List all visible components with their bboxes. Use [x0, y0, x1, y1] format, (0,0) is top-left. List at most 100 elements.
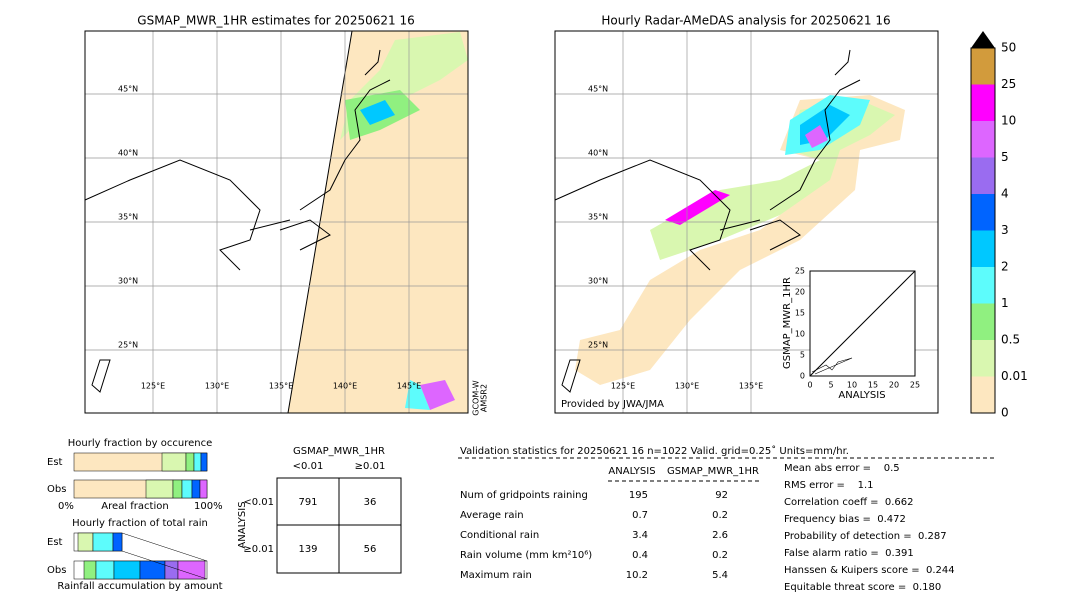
segment — [200, 452, 208, 472]
colorbar-label: 4 — [1001, 187, 1009, 201]
sensor-label: AMSR2 — [480, 384, 489, 412]
map-border — [554, 30, 939, 414]
colorbar-label: 0.01 — [1001, 369, 1028, 383]
stat-value: 2.6 — [712, 530, 728, 541]
colorbar-segment — [971, 340, 995, 377]
connector — [121, 532, 208, 580]
colorbar-segment — [971, 376, 995, 413]
segment — [172, 479, 183, 499]
colorbar-segment — [971, 230, 995, 267]
segment — [191, 479, 201, 499]
panel-title: Hourly fraction by occurence — [68, 438, 212, 449]
stat-value: 0.2 — [712, 510, 728, 521]
stat-name: Maximum rain — [460, 570, 532, 581]
row-label: Est — [47, 537, 63, 548]
colorbar-label: 50 — [1001, 41, 1016, 55]
colorbar-label: 25 — [1001, 77, 1016, 91]
stat-value: 0.2 — [712, 550, 728, 561]
stats-header: Validation statistics for 20250621 16 n=… — [460, 445, 849, 457]
col-header: <0.01 — [293, 461, 324, 472]
map-border — [84, 30, 469, 414]
colorbar-segment — [971, 84, 995, 121]
score: Equitable threat score = 0.180 — [784, 582, 941, 593]
segment — [83, 560, 97, 580]
colorbar-label: 0 — [1001, 406, 1009, 420]
stat-value: 195 — [629, 490, 648, 501]
colorbar-segment — [971, 303, 995, 340]
diagonal — [809, 270, 916, 377]
axis-label: 100% — [194, 501, 223, 512]
cell: 139 — [298, 544, 317, 555]
tick-label: 5 — [828, 381, 833, 390]
rain-area — [420, 380, 455, 410]
score: Correlation coeff = 0.662 — [784, 497, 914, 508]
axis-label: Areal fraction — [101, 501, 168, 512]
row-label: Obs — [47, 565, 66, 576]
tick-label: 15 — [795, 309, 805, 318]
colorbar-segment — [971, 48, 995, 85]
row-label: Obs — [47, 484, 66, 495]
tick-label: 25 — [910, 381, 920, 390]
colorbar-label: 3 — [1001, 223, 1009, 237]
stat-value: 5.4 — [712, 570, 728, 581]
lat-label: 25°N — [588, 341, 608, 350]
stat-name: Num of gridpoints raining — [460, 490, 588, 501]
colorbar-segment — [971, 121, 995, 158]
axis-label: ANALYSIS — [838, 390, 885, 401]
segment — [92, 532, 114, 552]
lon-label: 140°E — [333, 382, 357, 391]
segment — [177, 560, 206, 580]
tick-label: 25 — [795, 267, 805, 276]
lat-label: 30°N — [588, 277, 608, 286]
credit: Provided by JWA/JMA — [561, 399, 664, 410]
col-header: GSMAP_MWR_1HR — [667, 466, 759, 477]
score: False alarm ratio = 0.391 — [784, 548, 914, 559]
tick-label: 20 — [795, 288, 805, 297]
col-header: ≥0.01 — [355, 461, 386, 472]
stat-name: Conditional rain — [460, 530, 539, 541]
lon-label: 145°E — [397, 382, 421, 391]
col-header: ANALYSIS — [608, 466, 655, 477]
tick-label: 20 — [889, 381, 899, 390]
rain-area — [805, 125, 828, 148]
colorbar-extend — [971, 31, 995, 48]
tick-label: 15 — [868, 381, 878, 390]
coastline — [554, 49, 861, 393]
colorbar-label: 10 — [1001, 114, 1016, 128]
stat-value: 0.4 — [632, 550, 648, 561]
lat-label: 45°N — [118, 85, 138, 94]
cell: 56 — [364, 544, 377, 555]
lat-label: 45°N — [588, 85, 608, 94]
tick-label: 0 — [807, 381, 812, 390]
colorbar-label: 2 — [1001, 260, 1009, 274]
lon-label: 130°E — [205, 382, 229, 391]
segment — [185, 452, 195, 472]
score: Probability of detection = 0.287 — [784, 531, 947, 542]
lat-label: 35°N — [588, 213, 608, 222]
stat-value: 3.4 — [632, 530, 648, 541]
tick-label: 0 — [800, 372, 805, 381]
row-header: <0.01 — [243, 497, 274, 508]
map-title: GSMAP_MWR_1HR estimates for 20250621 16 — [137, 14, 414, 28]
sensor-label: GCOM-W — [472, 380, 481, 416]
row-label: Est — [47, 457, 63, 468]
amount-bars — [73, 532, 208, 580]
rain-area — [665, 190, 730, 225]
colorbar-segment — [971, 267, 995, 304]
row-title: ANALYSIS — [237, 501, 248, 548]
lon-label: 135°E — [739, 382, 763, 391]
occurrence-bars — [73, 452, 208, 499]
segment — [95, 560, 115, 580]
coastline — [84, 49, 391, 393]
segment — [77, 532, 94, 552]
colorbar-segment — [971, 194, 995, 231]
colorbar-label: 5 — [1001, 150, 1009, 164]
segment — [164, 560, 179, 580]
tick-label: 10 — [795, 330, 805, 339]
table-title: GSMAP_MWR_1HR — [293, 446, 385, 457]
lon-label: 130°E — [675, 382, 699, 391]
score: RMS error = 1.1 — [784, 480, 874, 491]
tick-label: 10 — [847, 381, 857, 390]
map-title: Hourly Radar-AMeDAS analysis for 2025062… — [601, 14, 890, 28]
scatter-points — [811, 357, 853, 375]
